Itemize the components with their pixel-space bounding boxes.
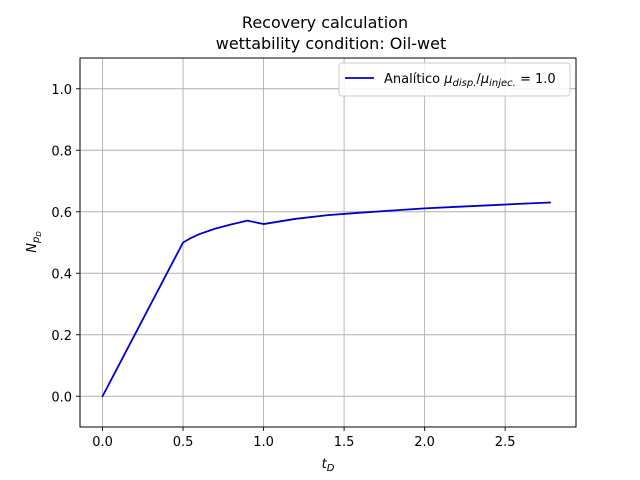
x-tick-label: 2.5 xyxy=(495,435,516,450)
x-tick-label: 1.5 xyxy=(334,435,355,450)
series-layer xyxy=(101,201,552,398)
x-tick-label: 2.0 xyxy=(414,435,435,450)
ticks: 0.0 0.5 1.0 1.5 2.0 2.5 0.0 0.2 0.4 0.6 0.8 1.0 xyxy=(51,83,515,450)
axes-frame xyxy=(79,57,577,428)
y-tick-label: 0.8 xyxy=(51,144,72,159)
x-tick-label: 0.0 xyxy=(92,435,113,450)
chart-subtitle: wettability condition: Oil-wet xyxy=(216,34,447,53)
chart-title: Recovery calculation xyxy=(242,13,408,32)
x-tick-label: 1.0 xyxy=(253,435,274,450)
y-tick-label: 1.0 xyxy=(51,83,72,98)
legend-box xyxy=(338,62,571,97)
series-line xyxy=(101,201,552,398)
y-tick-label: 0.6 xyxy=(51,206,72,221)
y-tick-label: 0.0 xyxy=(51,390,72,405)
y-tick-label: 0.2 xyxy=(51,329,72,344)
legend-entry-label: Analítico μdisp./μinjec. = 1.0 xyxy=(384,72,556,89)
y-tick-label: 0.4 xyxy=(51,267,72,282)
legend: Analítico μdisp./μinjec. = 1.0 xyxy=(338,62,571,97)
x-tick-label: 0.5 xyxy=(173,435,194,450)
